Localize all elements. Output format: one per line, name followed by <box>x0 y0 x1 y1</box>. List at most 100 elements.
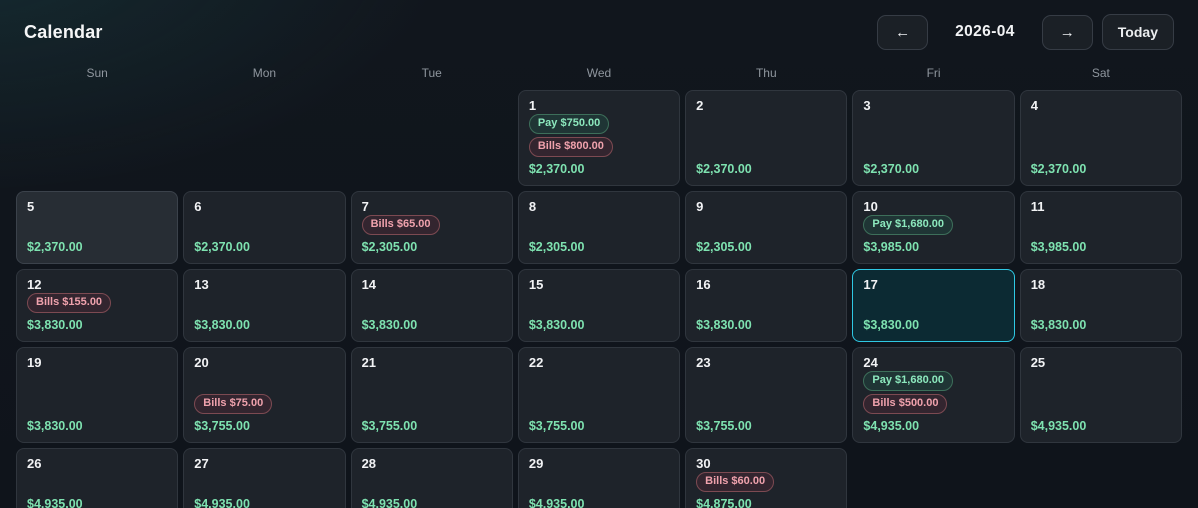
balance-amount: $2,370.00 <box>696 162 752 176</box>
weekday-label-sat: Sat <box>1091 66 1110 80</box>
day-cell-body: $2,370.00 <box>27 238 167 255</box>
day-cell-body: $4,935.00 <box>27 495 167 508</box>
balance-amount: $4,875.00 <box>696 497 752 508</box>
weekday-header-row: Sun Mon Tue Wed Thu Fri Sat <box>0 58 1198 90</box>
day-cell[interactable]: 3 $2,370.00 <box>852 90 1015 186</box>
balance-amount: $2,370.00 <box>863 162 920 176</box>
day-cell-body: $4,935.00 <box>529 495 669 508</box>
balance-amount: $3,830.00 <box>27 419 83 433</box>
balance-amount: $2,305.00 <box>528 240 585 254</box>
day-cell-body: Pay $750.00 Bills $800.00 $2,370.00 <box>528 114 669 177</box>
current-month-label: 2026-04 <box>955 23 1015 40</box>
bills-badge: Bills $75.00 <box>194 394 273 414</box>
day-cell-body: $3,830.00 <box>863 316 1003 333</box>
empty-day-cell <box>1020 448 1182 508</box>
day-cell-body: $2,370.00 <box>1031 160 1171 177</box>
day-cell[interactable]: 20 Bills $75.00 $3,755.00 <box>183 347 346 443</box>
today-button[interactable]: Today <box>1101 14 1174 50</box>
day-cell-body: $3,830.00 <box>27 417 167 434</box>
day-cell[interactable]: 28 $4,935.00 <box>350 448 513 508</box>
day-cell[interactable]: 10 Pay $1,680.00 $3,985.00 <box>852 191 1015 264</box>
day-cell-body: $3,755.00 <box>696 417 836 434</box>
day-cell[interactable]: 18 $3,830.00 <box>1019 269 1182 342</box>
day-cell[interactable]: 22 $3,755.00 <box>517 347 681 443</box>
day-number: 29 <box>528 456 544 471</box>
day-cell[interactable]: 16 $3,830.00 <box>685 269 848 342</box>
balance-amount: $3,830.00 <box>696 318 752 332</box>
day-cell[interactable]: 12 Bills $155.00 $3,830.00 <box>16 269 179 342</box>
day-number: 22 <box>528 355 544 370</box>
bills-badge: Bills $155.00 <box>27 293 112 313</box>
bills-badge: Bills $500.00 <box>863 394 948 414</box>
day-cell[interactable]: 11 $3,985.00 <box>1019 191 1182 264</box>
day-cell[interactable]: 26 $4,935.00 <box>16 448 179 508</box>
day-cell-body: $2,305.00 <box>696 238 836 255</box>
day-cell-body: $3,830.00 <box>194 316 334 333</box>
day-cell-body: $3,830.00 <box>529 316 669 333</box>
day-cell-today[interactable]: 17 $3,830.00 <box>852 269 1015 342</box>
day-cell[interactable]: 5 $2,370.00 <box>16 191 179 264</box>
day-cell[interactable]: 2 $2,370.00 <box>685 90 848 186</box>
day-cell[interactable]: 9 $2,305.00 <box>685 191 848 264</box>
weekday-label-tue: Tue <box>421 66 442 80</box>
balance-amount: $2,370.00 <box>528 162 585 176</box>
day-number: 10 <box>863 199 878 214</box>
day-cell[interactable]: 15 $3,830.00 <box>517 269 681 342</box>
day-cell-body: $3,830.00 <box>696 316 836 333</box>
day-cell[interactable]: 4 $2,370.00 <box>1019 90 1182 186</box>
day-cell-body: $3,985.00 <box>1031 238 1171 255</box>
day-cell[interactable]: 29 $4,935.00 <box>517 448 681 508</box>
day-number: 4 <box>1030 98 1038 113</box>
balance-amount: $2,305.00 <box>696 240 752 254</box>
next-month-button[interactable]: → <box>1041 14 1093 50</box>
day-cell-body: $2,370.00 <box>863 160 1003 177</box>
balance-amount: $3,985.00 <box>863 240 920 254</box>
day-cell[interactable]: 23 $3,755.00 <box>685 347 848 443</box>
weekday-label-thu: Thu <box>755 66 777 80</box>
bills-badge: Bills $800.00 <box>528 137 613 157</box>
day-cell[interactable]: 6 $2,370.00 <box>183 191 346 264</box>
day-cell-body: $3,830.00 <box>362 316 502 333</box>
day-cell-body: $3,830.00 <box>1031 316 1171 333</box>
day-number: 27 <box>194 456 209 471</box>
balance-amount: $3,755.00 <box>361 419 418 433</box>
balance-amount: $3,985.00 <box>1030 240 1087 254</box>
day-number: 24 <box>863 355 878 370</box>
day-cell-body: $2,370.00 <box>696 160 836 177</box>
day-cell[interactable]: 24 Pay $1,680.00 Bills $500.00 $4,935.00 <box>852 347 1015 443</box>
day-cell[interactable]: 8 $2,305.00 <box>517 191 681 264</box>
day-cell[interactable]: 13 $3,830.00 <box>183 269 346 342</box>
balance-amount: $3,830.00 <box>528 318 585 332</box>
day-cell[interactable]: 19 $3,830.00 <box>16 347 179 443</box>
day-cell[interactable]: 7 Bills $65.00 $2,305.00 <box>350 191 513 264</box>
day-number: 28 <box>361 456 377 471</box>
balance-amount: $3,830.00 <box>863 318 920 332</box>
day-cell[interactable]: 14 $3,830.00 <box>350 269 513 342</box>
calendar-nav-controls: ← 2026-04 → Today <box>877 14 1174 50</box>
day-number: 12 <box>27 277 42 292</box>
day-cell-body: Bills $65.00 $2,305.00 <box>361 215 502 255</box>
day-cell-body: Bills $60.00 $4,875.00 <box>696 472 836 508</box>
weekday-label-mon: Mon <box>252 66 277 80</box>
prev-month-button[interactable]: ← <box>877 14 929 50</box>
day-number: 3 <box>863 98 871 113</box>
day-cell[interactable]: 21 $3,755.00 <box>350 347 513 443</box>
day-number: 1 <box>528 98 537 113</box>
balance-amount: $2,370.00 <box>27 240 83 254</box>
balance-amount: $4,935.00 <box>194 497 250 508</box>
header-bar: Calendar ← 2026-04 → Today <box>0 0 1198 58</box>
day-number: 25 <box>1030 355 1046 370</box>
day-cell[interactable]: 30 Bills $60.00 $4,875.00 <box>685 448 848 508</box>
balance-amount: $3,830.00 <box>194 318 250 332</box>
balance-amount: $2,305.00 <box>361 240 418 254</box>
day-number: 19 <box>27 355 42 370</box>
day-cell[interactable]: 25 $4,935.00 <box>1019 347 1182 443</box>
day-cell-body: $3,755.00 <box>529 417 669 434</box>
day-number: 20 <box>194 355 209 370</box>
day-cell-body: Pay $1,680.00 Bills $500.00 $4,935.00 <box>863 371 1003 434</box>
balance-amount: $3,830.00 <box>27 318 83 332</box>
day-cell[interactable]: 27 $4,935.00 <box>183 448 346 508</box>
day-cell[interactable]: 1 Pay $750.00 Bills $800.00 $2,370.00 <box>517 90 681 186</box>
balance-amount: $4,935.00 <box>1030 419 1087 433</box>
balance-amount: $4,935.00 <box>361 497 418 508</box>
